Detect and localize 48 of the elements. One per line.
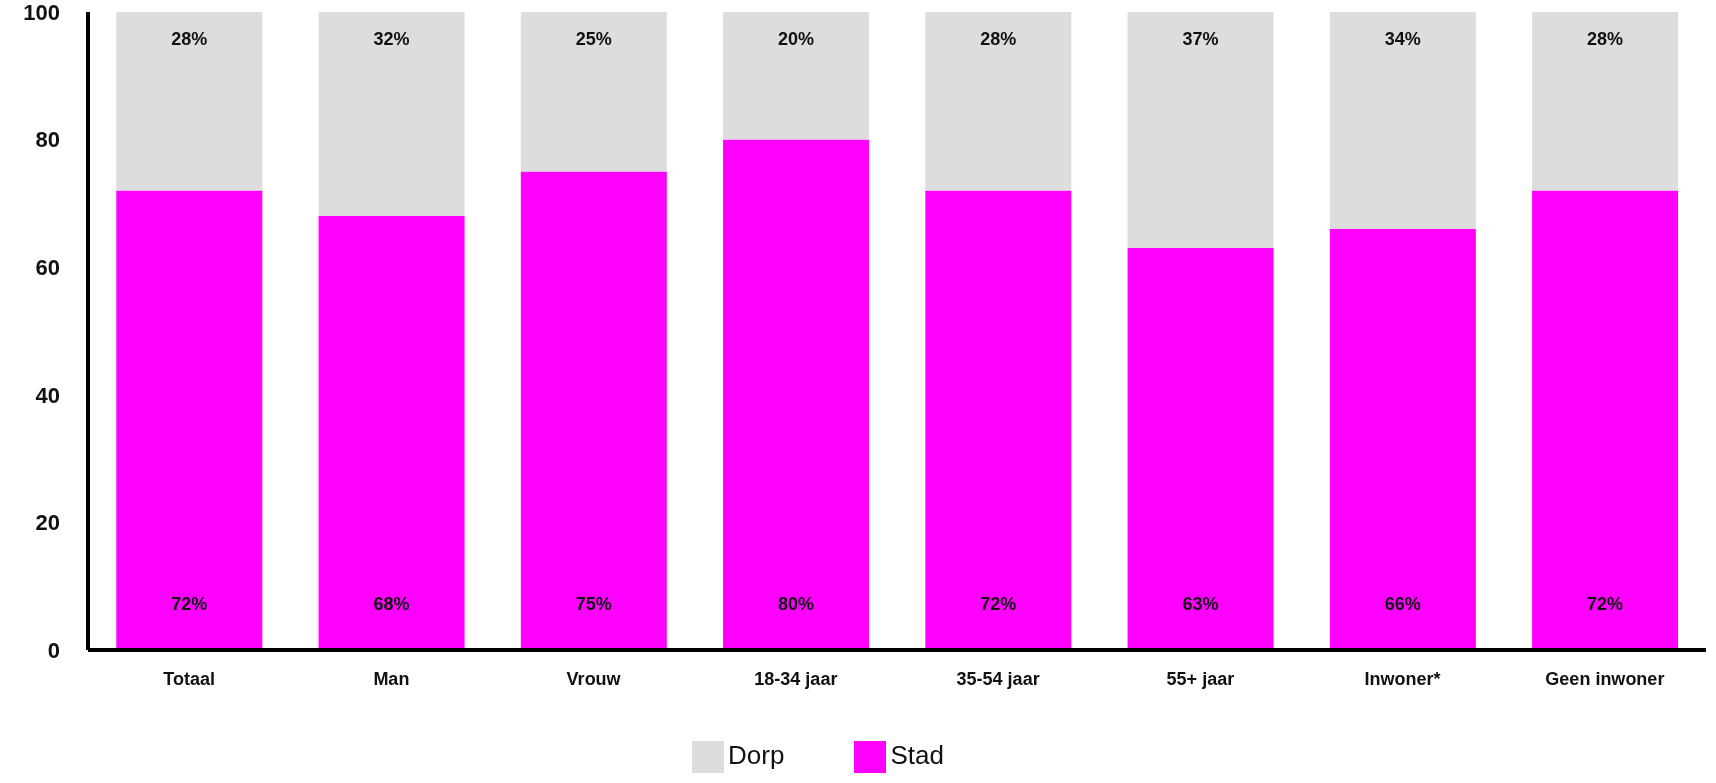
y-tick-label: 60 bbox=[35, 254, 60, 280]
bar bbox=[925, 12, 1072, 191]
data-label: 72% bbox=[1587, 593, 1624, 614]
y-tick-label: 80 bbox=[35, 127, 60, 153]
bar bbox=[1532, 190, 1679, 650]
data-label: 20% bbox=[778, 28, 815, 49]
y-tick-label: 20 bbox=[35, 510, 60, 536]
bar bbox=[1127, 12, 1274, 249]
legend-label: Stad bbox=[890, 739, 944, 770]
data-label: 28% bbox=[1587, 28, 1624, 49]
bar bbox=[723, 12, 870, 140]
bar bbox=[318, 216, 465, 650]
legend-label: Dorp bbox=[728, 739, 785, 770]
x-tick-label: Totaal bbox=[163, 668, 215, 689]
x-tick-label: Geen inwoner bbox=[1545, 668, 1665, 689]
x-tick-label: 18-34 jaar bbox=[754, 668, 838, 689]
x-tick-label: Man bbox=[373, 668, 410, 689]
data-label: 75% bbox=[575, 593, 612, 614]
data-label: 25% bbox=[575, 28, 612, 49]
bar bbox=[1532, 12, 1679, 191]
x-tick-label: 55+ jaar bbox=[1166, 668, 1235, 689]
data-label: 28% bbox=[171, 28, 208, 49]
data-label: 34% bbox=[1384, 28, 1421, 49]
bar bbox=[723, 139, 870, 650]
bar bbox=[1127, 248, 1274, 650]
bar bbox=[318, 12, 465, 217]
x-tick-label: Vrouw bbox=[566, 668, 622, 689]
x-tick-label: 35-54 jaar bbox=[956, 668, 1040, 689]
bar bbox=[116, 12, 263, 191]
data-label: 80% bbox=[778, 593, 815, 614]
data-label: 32% bbox=[373, 28, 410, 49]
bar bbox=[1329, 228, 1476, 650]
bar bbox=[925, 190, 1072, 650]
data-label: 28% bbox=[980, 28, 1017, 49]
bar bbox=[116, 190, 263, 650]
bar bbox=[1329, 12, 1476, 229]
bar bbox=[520, 171, 667, 650]
y-tick-label: 0 bbox=[47, 637, 60, 663]
data-label: 66% bbox=[1384, 593, 1421, 614]
data-label: 72% bbox=[980, 593, 1017, 614]
y-tick-label: 40 bbox=[35, 382, 60, 408]
data-label: 63% bbox=[1182, 593, 1219, 614]
data-label: 72% bbox=[171, 593, 208, 614]
data-label: 68% bbox=[373, 593, 410, 614]
x-tick-label: Inwoner* bbox=[1364, 668, 1441, 689]
data-label: 37% bbox=[1182, 28, 1219, 49]
bar bbox=[520, 12, 667, 172]
y-tick-label: 100 bbox=[23, 0, 60, 25]
